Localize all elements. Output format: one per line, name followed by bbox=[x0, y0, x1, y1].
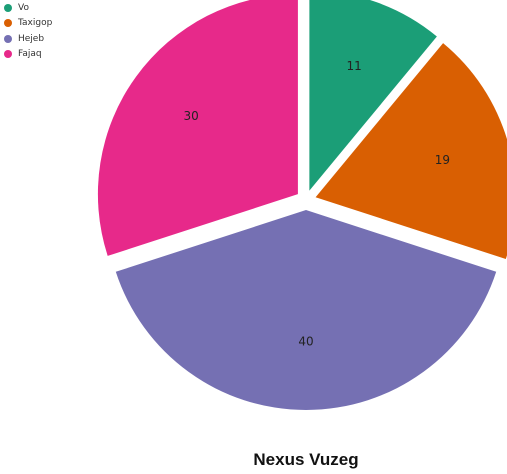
legend: Vo Taxigop Hejeb Fajaq bbox=[4, 0, 52, 62]
data-label-fajaq: 30 bbox=[183, 109, 198, 123]
legend-label-taxigop: Taxigop bbox=[18, 18, 53, 29]
legend-label-fajaq: Fajaq bbox=[18, 49, 42, 60]
pie-slices bbox=[97, 0, 507, 410]
legend-swatch-vo bbox=[4, 3, 12, 12]
data-label-hejeb: 40 bbox=[298, 335, 313, 349]
legend-swatch-taxigop bbox=[4, 19, 12, 28]
data-label-taxigop: 19 bbox=[435, 153, 450, 167]
legend-item-vo[interactable]: Vo bbox=[4, 0, 52, 16]
pie-slice-taxigop[interactable] bbox=[315, 43, 507, 260]
pie-slice-fajaq[interactable] bbox=[97, 0, 298, 256]
legend-swatch-fajaq bbox=[4, 50, 12, 59]
legend-label-hejeb: Hejeb bbox=[18, 33, 45, 44]
legend-swatch-hejeb bbox=[4, 34, 12, 43]
pie-data-labels: 11 19 40 30 bbox=[183, 59, 450, 349]
pie-slice-hejeb[interactable] bbox=[115, 210, 497, 410]
legend-item-taxigop[interactable]: Taxigop bbox=[4, 16, 52, 32]
data-label-vo: 11 bbox=[346, 59, 361, 73]
chart-title: Nexus Vuzeg bbox=[253, 450, 359, 469]
legend-label-vo: Vo bbox=[18, 2, 29, 13]
pie-slice-vo[interactable] bbox=[309, 0, 437, 191]
legend-item-hejeb[interactable]: Hejeb bbox=[4, 31, 52, 47]
legend-item-fajaq[interactable]: Fajaq bbox=[4, 47, 52, 63]
